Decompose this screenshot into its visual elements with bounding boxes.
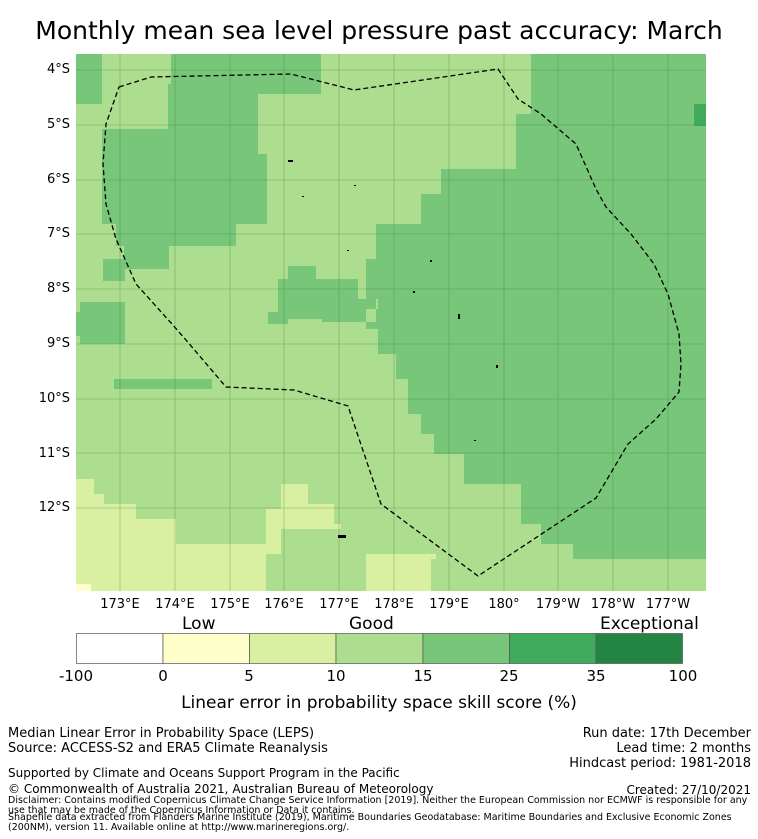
area-high-east bbox=[694, 104, 706, 126]
colorbar-segment-25-35 bbox=[509, 633, 597, 664]
colorbar-tick-10: 10 bbox=[326, 667, 346, 685]
footer-lead-time: Lead time: 2 months bbox=[616, 741, 751, 756]
lon-label-175e: 175°E bbox=[210, 597, 250, 612]
footer-hindcast: Hindcast period: 1981-2018 bbox=[569, 756, 751, 771]
lat-label-4s: 4°S bbox=[46, 62, 70, 77]
area-good-strip bbox=[114, 379, 212, 389]
area-good-west-6 bbox=[80, 302, 125, 344]
colorbar-tick-35: 35 bbox=[586, 667, 606, 685]
colorbar-tick-25: 25 bbox=[499, 667, 519, 685]
colorbar-tick-15: 15 bbox=[413, 667, 433, 685]
colorbar-svg bbox=[76, 633, 683, 664]
area-verylow-corner bbox=[76, 584, 91, 591]
footer-shapefile: Shapefile data extracted from Flanders M… bbox=[8, 812, 732, 833]
colorbar-segment-15-25 bbox=[422, 633, 510, 664]
lat-label-5s: 5°S bbox=[46, 117, 70, 132]
lat-label-11s: 11°S bbox=[38, 446, 70, 461]
colorbar-segment-10-15 bbox=[335, 633, 424, 664]
area-verylow-south bbox=[366, 554, 436, 591]
footer-run-date: Run date: 17th December bbox=[582, 726, 751, 741]
lon-label-179w: 179°W bbox=[535, 597, 581, 612]
footer-method: Median Linear Error in Probability Space… bbox=[8, 726, 315, 741]
colorbar-tick-5: 5 bbox=[244, 667, 254, 685]
lat-label-7s: 7°S bbox=[46, 226, 70, 241]
area-good-west-2 bbox=[102, 154, 267, 224]
area-good-nw-top bbox=[76, 54, 102, 104]
lon-label-176e: 176°E bbox=[264, 597, 304, 612]
footer-copyright: © Commonwealth of Australia 2021, Austra… bbox=[8, 782, 434, 796]
area-moderate-south-1 bbox=[266, 554, 366, 591]
footer-support: Supported by Climate and Oceans Support … bbox=[8, 766, 400, 780]
area-moderate-south-2 bbox=[281, 529, 351, 554]
colorbar-axis-label: Linear error in probability space skill … bbox=[181, 693, 577, 713]
map-gridlines bbox=[76, 54, 706, 591]
lon-label-173e: 173°E bbox=[100, 597, 140, 612]
map-panel bbox=[76, 54, 706, 591]
colorbar-segment-neg100-0 bbox=[76, 633, 164, 664]
footer-created: Created: 27/10/2021 bbox=[626, 783, 751, 797]
lon-label-179e: 179°E bbox=[429, 597, 469, 612]
lon-label-177w: 177°W bbox=[645, 597, 691, 612]
lat-label-12s: 12°S bbox=[38, 500, 70, 515]
colorbar-segment-0-5 bbox=[162, 633, 250, 664]
footer-disclaimer: Disclaimer: Contains modified Copernicus… bbox=[8, 795, 748, 816]
colorbar-caption-exceptional: Exceptional bbox=[600, 614, 699, 634]
map-title: Monthly mean sea level pressure past acc… bbox=[35, 16, 723, 45]
area-moderate-se bbox=[431, 559, 706, 591]
footer-source: Source: ACCESS-S2 and ERA5 Climate Reana… bbox=[8, 741, 328, 756]
area-good-central-2 bbox=[288, 266, 316, 284]
colorbar-segment-35-100 bbox=[595, 633, 683, 664]
area-good-central bbox=[278, 279, 358, 319]
colorbar bbox=[76, 633, 683, 664]
skill-map bbox=[76, 54, 706, 591]
lat-label-8s: 8°S bbox=[46, 281, 70, 296]
eez-boundary bbox=[102, 68, 682, 577]
colorbar-caption-good: Good bbox=[349, 614, 394, 634]
lon-label-178w: 178°W bbox=[590, 597, 636, 612]
colorbar-tick-0: 0 bbox=[158, 667, 168, 685]
lon-label-177e: 177°E bbox=[319, 597, 359, 612]
area-good-east bbox=[268, 54, 706, 591]
area-good-west-5 bbox=[103, 259, 125, 281]
area-good-west-7 bbox=[76, 312, 82, 336]
lat-label-10s: 10°S bbox=[38, 391, 70, 406]
colorbar-segment-5-10 bbox=[249, 633, 337, 664]
area-good-west-4 bbox=[124, 239, 169, 269]
lat-label-9s: 9°S bbox=[46, 336, 70, 351]
lon-label-180: 180° bbox=[488, 597, 520, 612]
colorbar-caption-low: Low bbox=[182, 614, 216, 634]
islands bbox=[288, 160, 498, 538]
lat-label-6s: 6°S bbox=[46, 172, 70, 187]
lon-label-178e: 178°E bbox=[374, 597, 414, 612]
colorbar-tick-neg100: -100 bbox=[58, 667, 94, 685]
colorbar-tick-100: 100 bbox=[668, 667, 698, 685]
lon-label-174e: 174°E bbox=[155, 597, 195, 612]
